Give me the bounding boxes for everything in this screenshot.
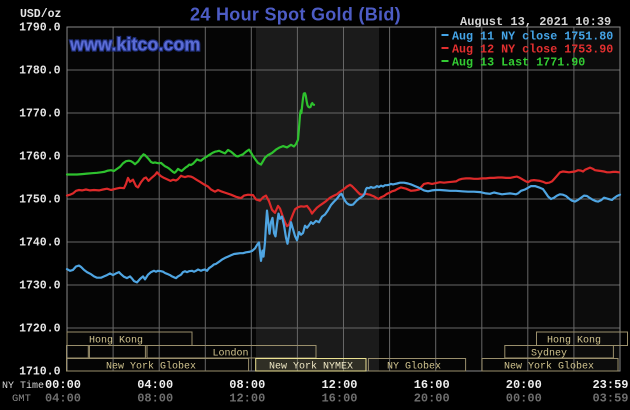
svg-text:1770.0: 1770.0 [19, 107, 61, 120]
svg-text:1720.0: 1720.0 [19, 322, 61, 335]
svg-text:GMT: GMT [12, 393, 31, 405]
svg-text:Hong Kong: Hong Kong [547, 335, 601, 346]
svg-text:03:59: 03:59 [592, 391, 628, 405]
svg-text:Sydney: Sydney [531, 347, 567, 359]
svg-text:Hong Kong: Hong Kong [89, 335, 143, 346]
svg-text:23:59: 23:59 [592, 378, 628, 392]
svg-text:16:00: 16:00 [414, 378, 450, 392]
svg-text:1760.0: 1760.0 [19, 150, 61, 163]
svg-text:00:00: 00:00 [506, 391, 542, 405]
svg-text:www.kitco.com: www.kitco.com [69, 35, 200, 55]
svg-text:USD/oz: USD/oz [20, 8, 62, 21]
svg-text:1750.0: 1750.0 [19, 193, 61, 206]
svg-text:New York Globex: New York Globex [106, 360, 196, 372]
svg-text:London: London [212, 347, 248, 359]
svg-text:Aug 13 Last 1771.90: Aug 13 Last 1771.90 [452, 56, 585, 70]
svg-text:24 Hour Spot Gold (Bid): 24 Hour Spot Gold (Bid) [190, 5, 401, 25]
svg-text:16:00: 16:00 [321, 391, 357, 405]
svg-text:NY Globex: NY Globex [387, 360, 441, 372]
svg-text:1740.0: 1740.0 [19, 236, 61, 249]
svg-text:Aug 12 NY close 1753.90: Aug 12 NY close 1753.90 [452, 43, 613, 57]
svg-text:20:00: 20:00 [414, 391, 450, 405]
svg-text:04:00: 04:00 [45, 391, 81, 405]
svg-text:08:00: 08:00 [229, 378, 265, 392]
svg-text:1780.0: 1780.0 [19, 64, 61, 77]
svg-text:Aug 11 NY close 1751.80: Aug 11 NY close 1751.80 [452, 30, 613, 44]
svg-text:04:00: 04:00 [137, 378, 173, 392]
svg-text:12:00: 12:00 [229, 391, 265, 405]
svg-text:08:00: 08:00 [137, 391, 173, 405]
svg-text:New York Globex: New York Globex [504, 360, 594, 372]
svg-text:12:00: 12:00 [321, 378, 357, 392]
svg-text:NY Time: NY Time [2, 380, 44, 392]
svg-text:1790.0: 1790.0 [19, 21, 61, 34]
svg-text:00:00: 00:00 [45, 378, 81, 392]
svg-text:August 13, 2021 10:39: August 13, 2021 10:39 [460, 15, 611, 29]
svg-text:20:00: 20:00 [506, 378, 542, 392]
svg-text:New York NYMEX: New York NYMEX [269, 360, 353, 372]
svg-text:1710.0: 1710.0 [19, 365, 61, 378]
svg-text:1730.0: 1730.0 [19, 279, 61, 292]
